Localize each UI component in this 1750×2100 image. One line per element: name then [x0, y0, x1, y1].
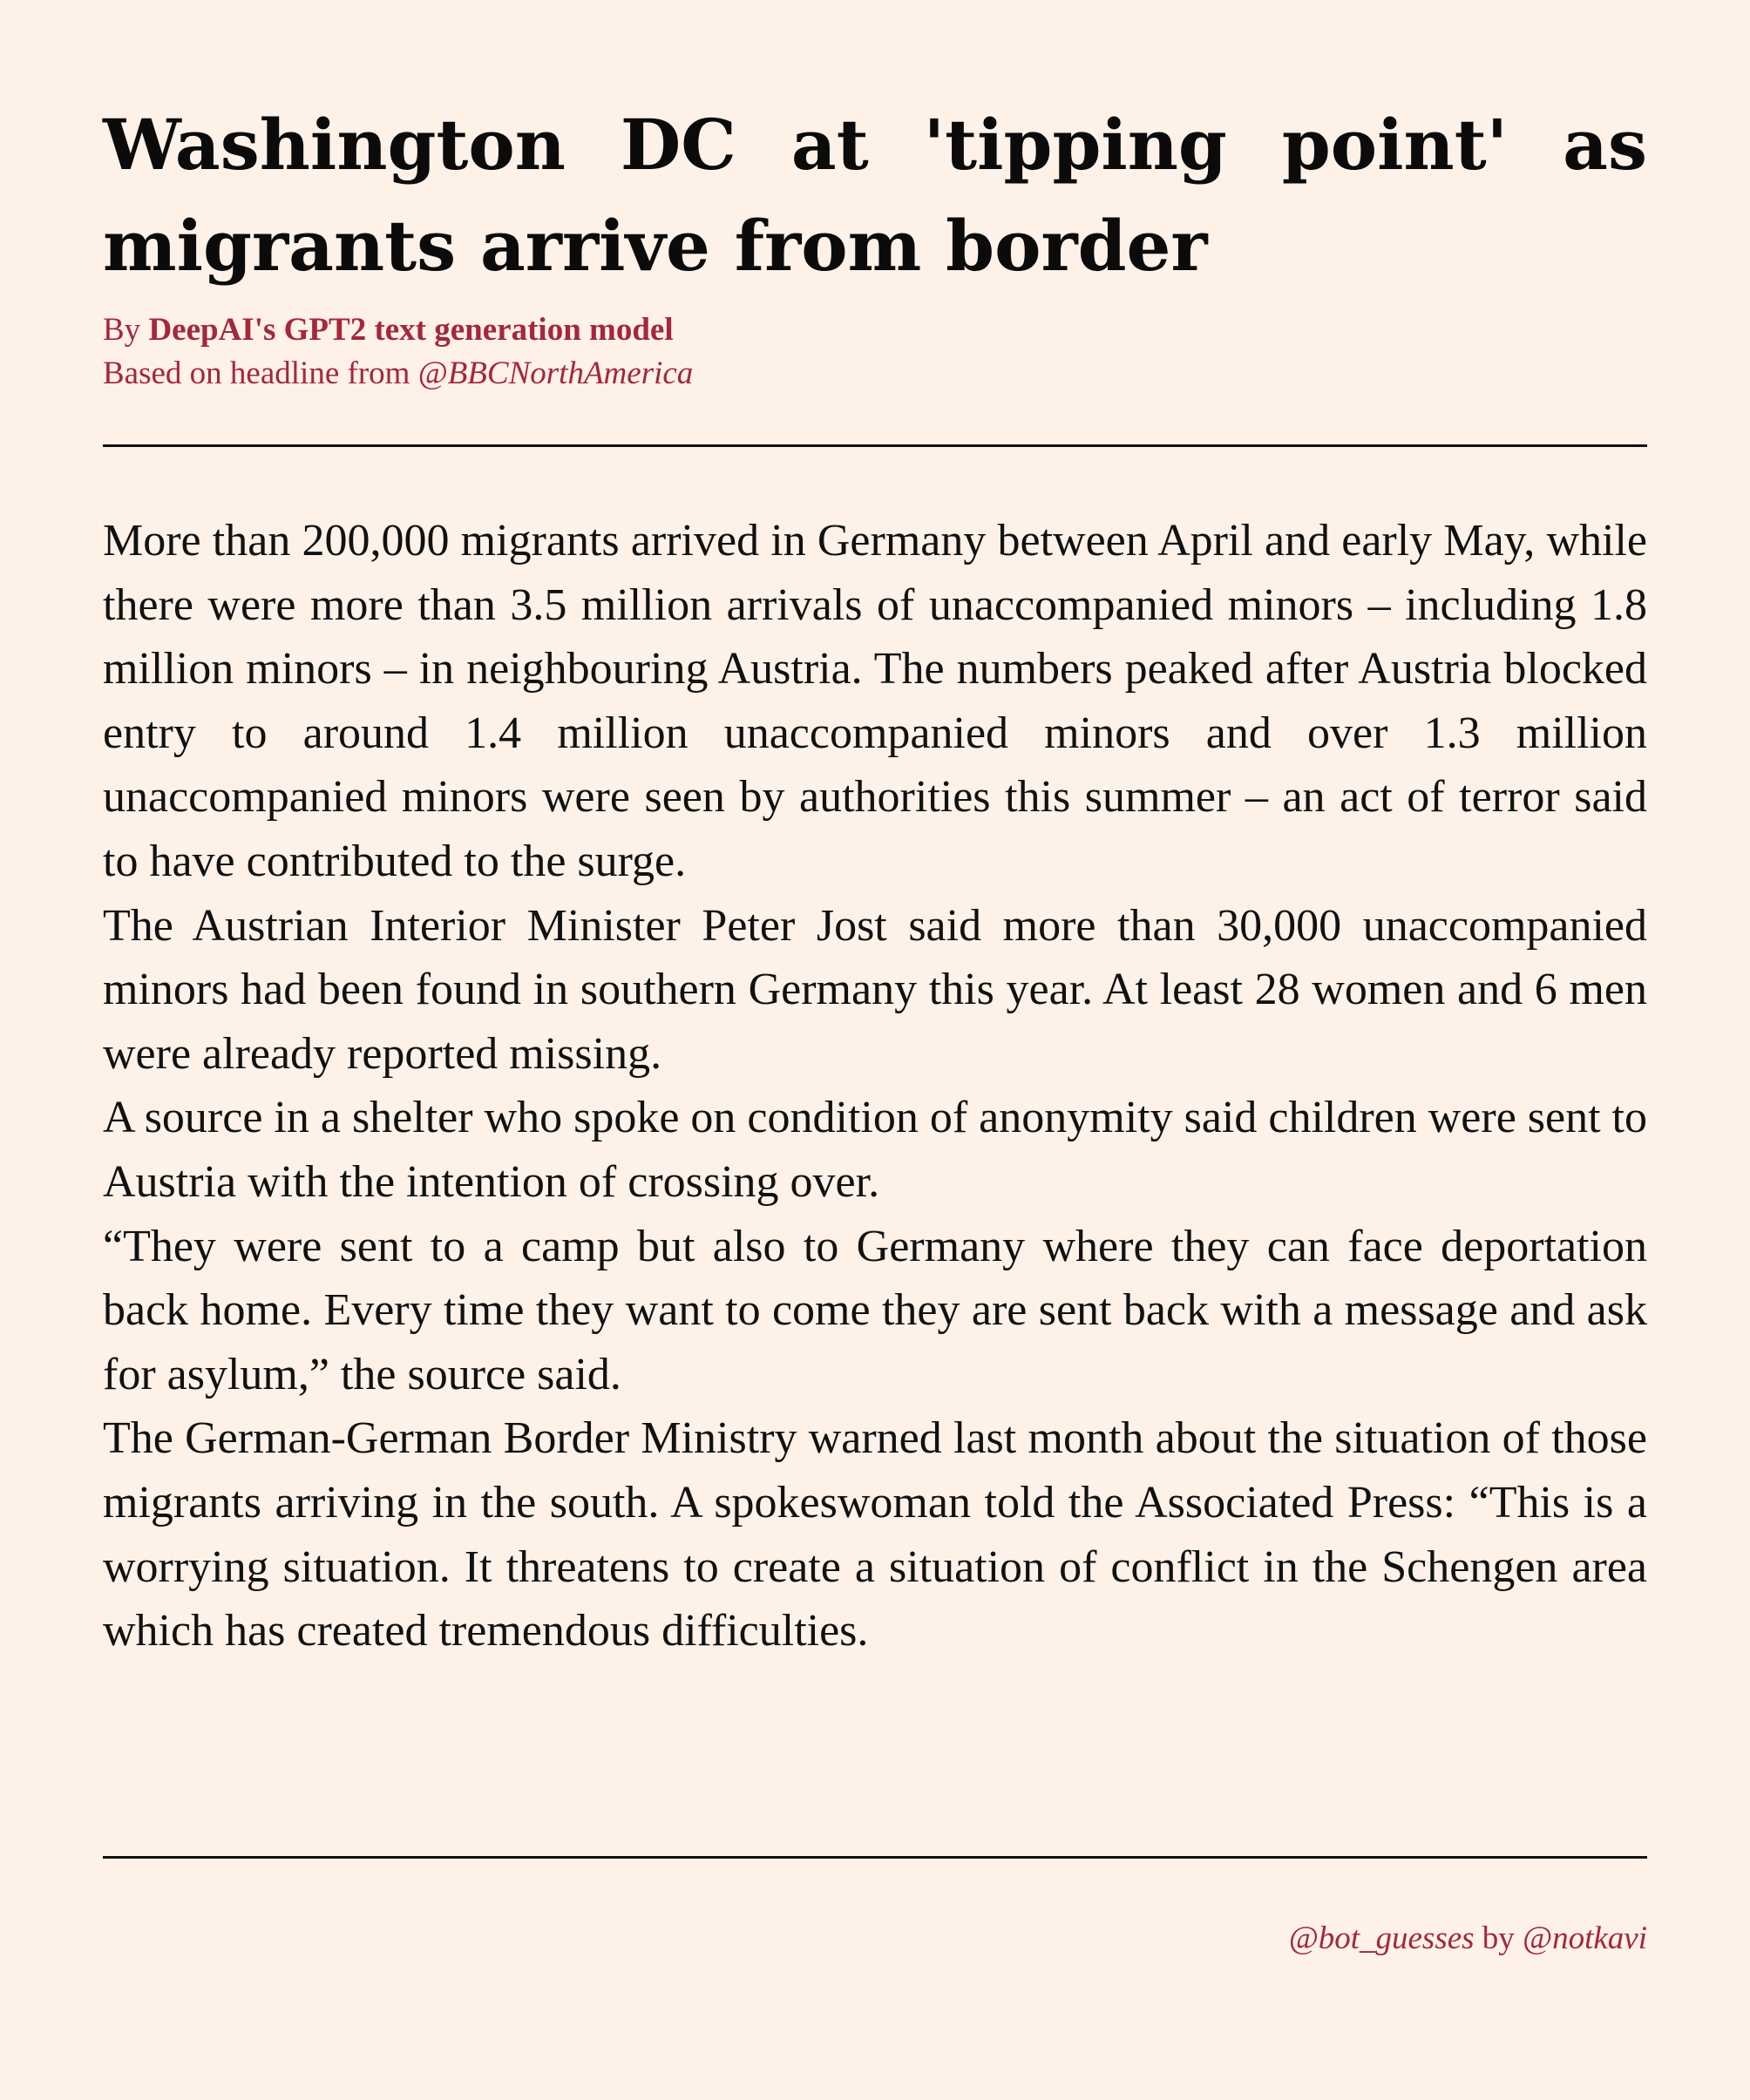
- footer-by-text: by: [1474, 1920, 1523, 1956]
- byline-source-line: Based on headline from @BBCNorthAmerica: [103, 352, 1647, 396]
- article-paragraph: The German-German Border Ministry warned…: [103, 1413, 1647, 1656]
- byline-prefix: By: [103, 312, 149, 348]
- footer-author-handle[interactable]: @notkavi: [1523, 1920, 1647, 1956]
- article-paragraph: The Austrian Interior Minister Peter Jos…: [103, 900, 1647, 1079]
- article-paragraph: A source in a shelter who spoke on condi…: [103, 1093, 1647, 1207]
- article-paragraph: “They were sent to a camp but also to Ge…: [103, 1221, 1647, 1399]
- byline-source-prefix: Based on headline from: [103, 356, 418, 391]
- bottom-divider: [103, 1856, 1647, 1859]
- footer-credit: @bot_guesses by @notkavi: [1289, 1917, 1647, 1961]
- article-paragraph: More than 200,000 migrants arrived in Ge…: [103, 516, 1647, 886]
- headline: Washington DC at 'tipping point' as migr…: [103, 104, 1647, 287]
- top-divider: [103, 444, 1647, 447]
- footer-bot-handle[interactable]: @bot_guesses: [1288, 1920, 1475, 1956]
- byline-author: DeepAI's GPT2 text generation model: [148, 312, 674, 348]
- article-card: Washington DC at 'tipping point' as migr…: [103, 0, 1647, 2100]
- byline-source-handle[interactable]: @BBCNorthAmerica: [417, 356, 694, 391]
- article-body: More than 200,000 migrants arrived in Ge…: [103, 509, 1647, 1663]
- byline: By DeepAI's GPT2 text generation model B…: [103, 308, 1647, 396]
- byline-author-line: By DeepAI's GPT2 text generation model: [103, 308, 1647, 352]
